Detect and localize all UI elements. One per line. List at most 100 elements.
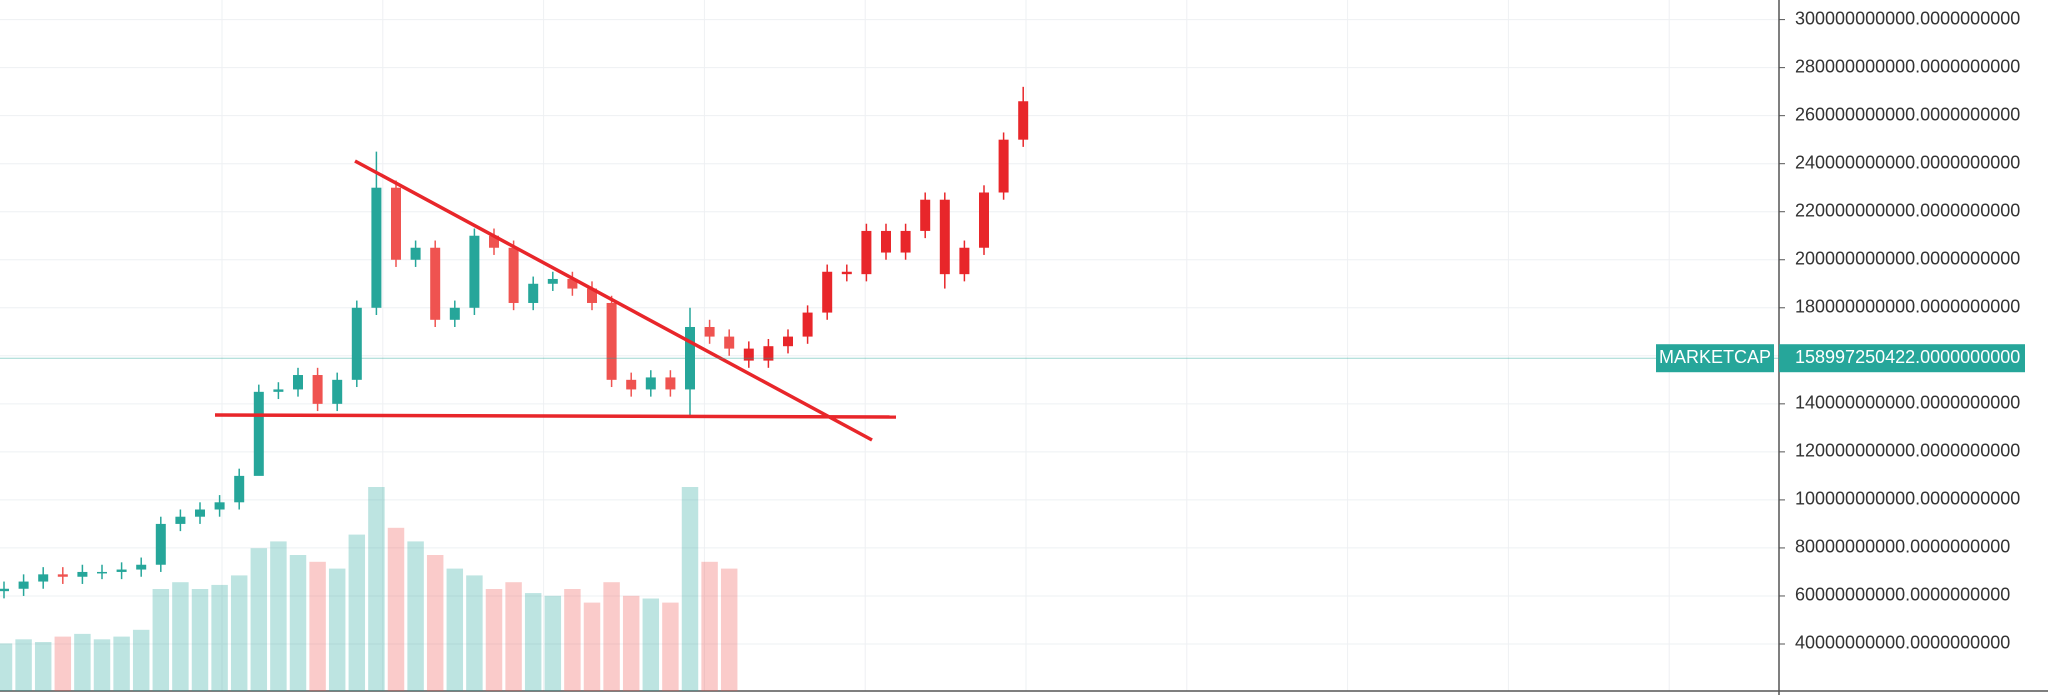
y-tick-label: 80000000000.0000000000 bbox=[1795, 537, 2010, 557]
volume-bar bbox=[544, 595, 562, 691]
volume-bar bbox=[172, 582, 189, 691]
candle-body bbox=[391, 187, 401, 260]
candle-body bbox=[626, 379, 637, 390]
candle-body bbox=[685, 326, 695, 390]
candle-body bbox=[547, 278, 558, 284]
candle-body bbox=[293, 375, 303, 390]
candle-body bbox=[704, 326, 715, 337]
support-line bbox=[214, 413, 897, 419]
volume-bar bbox=[642, 598, 660, 691]
candle-body bbox=[920, 199, 931, 231]
candle-body bbox=[881, 230, 891, 253]
volume-bar bbox=[250, 548, 268, 691]
candle-body bbox=[469, 235, 480, 308]
candle-body bbox=[351, 307, 362, 380]
volume-bar bbox=[583, 602, 601, 691]
candle-body bbox=[312, 375, 323, 404]
candle-body bbox=[214, 502, 225, 510]
marker-value-box bbox=[1779, 344, 2025, 373]
volume-bar bbox=[211, 584, 228, 691]
candle-body bbox=[645, 377, 656, 390]
marker-value: 158997250422.0000000000 bbox=[1795, 347, 2020, 367]
volume-bar bbox=[132, 629, 150, 691]
volume-bar bbox=[622, 595, 640, 691]
y-tick-label: 40000000000.0000000000 bbox=[1795, 633, 2010, 653]
candle-body bbox=[195, 509, 205, 517]
volume-bar bbox=[701, 561, 718, 691]
volume-bar bbox=[0, 643, 13, 691]
candle-body bbox=[116, 569, 127, 572]
volume-bar bbox=[93, 639, 111, 691]
volume-bar bbox=[426, 555, 444, 691]
candle-body bbox=[841, 271, 852, 275]
y-tick-label: 240000000000.0000000000 bbox=[1795, 152, 2020, 172]
volume-bar bbox=[368, 487, 385, 691]
volume-bar bbox=[54, 636, 72, 691]
volume-bar bbox=[720, 568, 738, 691]
volume-bar bbox=[505, 582, 522, 691]
candle-body bbox=[763, 346, 774, 361]
volume-bar bbox=[289, 555, 307, 691]
y-tick-label: 200000000000.0000000000 bbox=[1795, 248, 2020, 268]
volume-bar bbox=[387, 527, 405, 691]
y-tick-label: 100000000000.0000000000 bbox=[1795, 489, 2020, 509]
y-tick-label: 280000000000.0000000000 bbox=[1795, 56, 2020, 76]
volume-bar bbox=[466, 575, 483, 691]
candle-body bbox=[253, 391, 264, 476]
candle-body bbox=[430, 247, 441, 320]
candle-body bbox=[783, 336, 793, 347]
candle-body bbox=[998, 139, 1009, 193]
candle-body bbox=[371, 187, 382, 308]
volume-bar bbox=[270, 541, 287, 691]
candle-body bbox=[410, 247, 421, 260]
volume-bar bbox=[524, 593, 542, 691]
candle-body bbox=[606, 302, 617, 380]
volume-bar bbox=[74, 633, 91, 691]
volume-bar bbox=[485, 589, 503, 691]
y-tick-label: 180000000000.0000000000 bbox=[1795, 297, 2020, 317]
volume-bar bbox=[230, 575, 248, 691]
candle-body bbox=[528, 283, 539, 303]
candle-body bbox=[802, 312, 813, 337]
volume-bar bbox=[15, 639, 32, 691]
volume-bar bbox=[309, 561, 326, 691]
volume-bar bbox=[152, 589, 170, 691]
candle-body bbox=[18, 581, 29, 589]
candle-body bbox=[449, 307, 460, 320]
y-tick-label: 260000000000.0000000000 bbox=[1795, 104, 2020, 124]
candle-body bbox=[567, 278, 578, 289]
candle-body bbox=[508, 247, 519, 303]
candle-body bbox=[332, 379, 343, 404]
volume-bar bbox=[191, 589, 209, 691]
trend-line bbox=[354, 159, 873, 442]
candle-body bbox=[1018, 101, 1029, 140]
volume-bar bbox=[662, 602, 679, 691]
candle-body bbox=[273, 389, 284, 392]
candle-body bbox=[724, 336, 735, 349]
volume-bar bbox=[446, 568, 464, 691]
volume-bar bbox=[34, 642, 52, 691]
volume-bar bbox=[564, 589, 581, 691]
y-tick-label: 60000000000.0000000000 bbox=[1795, 585, 2010, 605]
candle-body bbox=[175, 516, 186, 524]
candle-body bbox=[0, 588, 9, 592]
candle-body bbox=[38, 574, 49, 582]
marker-name-box bbox=[1656, 344, 1774, 373]
candle-body bbox=[861, 230, 872, 275]
y-tick-label: 220000000000.0000000000 bbox=[1795, 200, 2020, 220]
candle-body bbox=[155, 523, 166, 565]
candle-body bbox=[97, 571, 107, 574]
volume-bar bbox=[681, 487, 699, 691]
candle-body bbox=[665, 377, 676, 390]
candle-body bbox=[136, 564, 147, 570]
volume-bar bbox=[407, 541, 424, 691]
candle-body bbox=[939, 199, 950, 275]
volume-bar bbox=[348, 534, 366, 691]
volume-bar bbox=[328, 568, 346, 691]
y-tick-label: 120000000000.0000000000 bbox=[1795, 441, 2020, 461]
y-tick-label: 300000000000.0000000000 bbox=[1795, 8, 2020, 28]
candle-body bbox=[234, 475, 245, 503]
candle-body bbox=[959, 247, 970, 275]
